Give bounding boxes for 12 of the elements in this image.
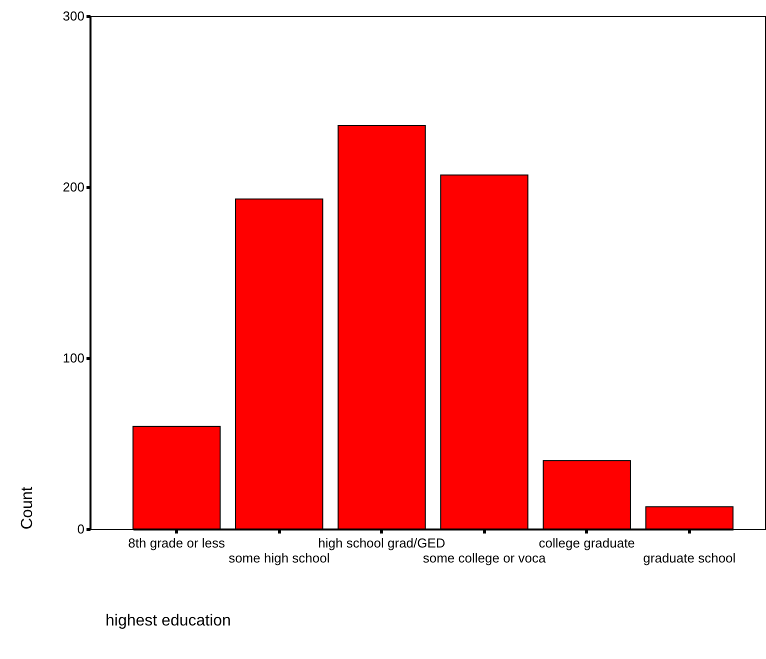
x-axis-title: highest education xyxy=(106,612,231,630)
y-tick-label: 0 xyxy=(77,522,84,536)
x-tick-label: some college or voca xyxy=(422,550,546,566)
y-tick-label: 200 xyxy=(62,180,84,194)
y-axis-title: Count xyxy=(18,486,36,530)
x-tick-label: some high school xyxy=(228,550,330,566)
x-tick-label: 8th grade or less xyxy=(128,536,226,550)
y-tick-label: 300 xyxy=(62,8,84,24)
x-tick-label: high school grad/GED xyxy=(318,536,446,550)
x-tick-label: college graduate xyxy=(538,536,635,550)
x-tick-label: graduate school xyxy=(643,550,736,566)
y-tick-label: 100 xyxy=(62,350,84,366)
